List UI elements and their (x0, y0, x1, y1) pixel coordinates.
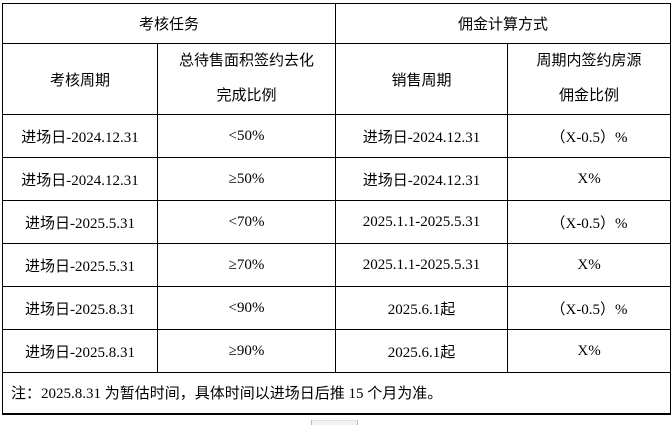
table-row: 进场日-2025.8.31 <90% 2025.6.1起 （X-0.5）% (2, 286, 672, 330)
cell-assessment-period: 进场日-2025.5.31 (2, 200, 158, 244)
table-note-row: 注：2025.8.31 为暂估时间，具体时间以进场日后推 15 个月为准。 (1, 372, 672, 415)
cell-assessment-period: 进场日-2025.8.31 (2, 286, 158, 330)
cell-completion-ratio: <70% (156, 200, 337, 244)
subheader-commission-rate-line2: 佣金比例 (559, 88, 620, 104)
cell-completion-ratio: ≥70% (156, 243, 337, 287)
cell-commission-rate: X% (507, 329, 672, 373)
cell-commission-rate: （X-0.5）% (507, 286, 672, 330)
subheader-completion-ratio-line1: 总待售面积签约去化 (179, 53, 315, 69)
cell-sales-period: 2025.6.1起 (335, 286, 509, 330)
commission-table: 考核任务 佣金计算方式 考核周期 总待售面积签约去化 完成比例 销售周期 周期内… (1, 3, 672, 415)
cell-commission-rate: （X-0.5）% (507, 114, 672, 158)
table-subheader-row: 考核周期 总待售面积签约去化 完成比例 销售周期 周期内签约房源 佣金比例 (2, 43, 672, 115)
table-header-top-row: 考核任务 佣金计算方式 (1, 3, 672, 44)
cell-completion-ratio: <50% (156, 114, 337, 158)
cell-sales-period: 2025.1.1-2025.5.31 (335, 243, 509, 287)
cell-sales-period: 进场日-2024.12.31 (335, 157, 509, 201)
cell-sales-period: 2025.1.1-2025.5.31 (335, 200, 509, 244)
table-row: 进场日-2024.12.31 <50% 进场日-2024.12.31 （X-0.… (2, 114, 672, 158)
cell-commission-rate: （X-0.5）% (507, 200, 672, 244)
table-row: 进场日-2024.12.31 ≥50% 进场日-2024.12.31 X% (2, 157, 672, 201)
cell-assessment-period: 进场日-2025.8.31 (2, 329, 158, 373)
subheader-commission-rate-line1: 周期内签约房源 (536, 53, 642, 69)
header-commission-method: 佣金计算方式 (335, 3, 672, 44)
cell-sales-period: 进场日-2024.12.31 (335, 114, 509, 158)
cell-commission-rate: X% (507, 243, 672, 287)
subheader-assessment-period: 考核周期 (2, 43, 158, 115)
cell-assessment-period: 进场日-2024.12.31 (2, 157, 158, 201)
cell-completion-ratio: <90% (156, 286, 337, 330)
cell-commission-rate: X% (507, 157, 672, 201)
table-note: 注：2025.8.31 为暂估时间，具体时间以进场日后推 15 个月为准。 (1, 372, 672, 415)
table-row: 进场日-2025.8.31 ≥90% 2025.6.1起 X% (2, 329, 672, 373)
subheader-commission-rate: 周期内签约房源 佣金比例 (507, 43, 672, 115)
bottom-edge-artifact (311, 420, 358, 425)
subheader-completion-ratio-line2: 完成比例 (216, 88, 277, 104)
subheader-sales-period: 销售周期 (335, 43, 509, 115)
cell-completion-ratio: ≥90% (156, 329, 337, 373)
cell-sales-period: 2025.6.1起 (335, 329, 509, 373)
cell-assessment-period: 进场日-2025.5.31 (2, 243, 158, 287)
subheader-completion-ratio: 总待售面积签约去化 完成比例 (156, 43, 337, 115)
cell-assessment-period: 进场日-2024.12.31 (2, 114, 158, 158)
table-row: 进场日-2025.5.31 ≥70% 2025.1.1-2025.5.31 X% (2, 243, 672, 287)
table-row: 进场日-2025.5.31 <70% 2025.1.1-2025.5.31 （X… (2, 200, 672, 244)
header-assessment-task: 考核任务 (1, 3, 337, 44)
cell-completion-ratio: ≥50% (156, 157, 337, 201)
